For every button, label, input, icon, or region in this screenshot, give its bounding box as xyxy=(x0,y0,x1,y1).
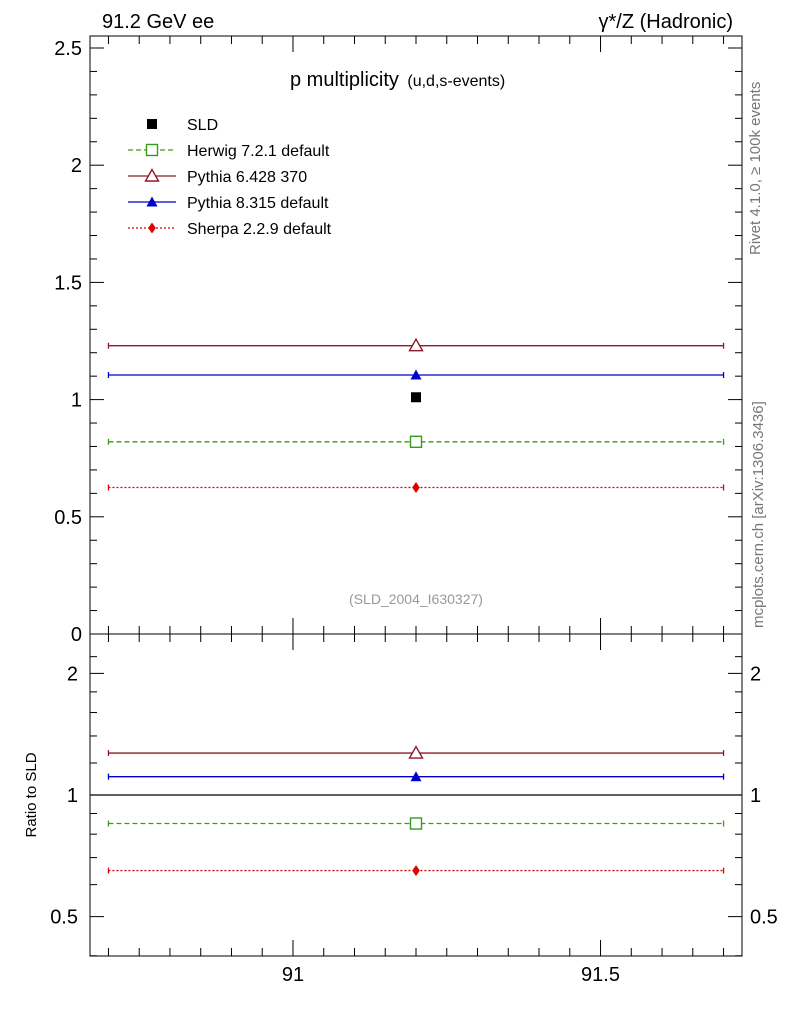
legend-marker-pythia-8-315-default xyxy=(146,196,158,207)
legend-label-sherpa-2-2-9-default: Sherpa 2.2.9 default xyxy=(187,221,332,238)
legend-label-pythia-6-428-370: Pythia 6.428 370 xyxy=(187,169,307,186)
mcplots-label: mcplots.cern.ch [arXiv:1306.3436] xyxy=(750,401,767,628)
ratio-y-tick-label-right: 2 xyxy=(750,663,761,685)
series-marker-pythia-6-428-370 xyxy=(408,337,424,352)
legend-label-herwig-7-2-1-default: Herwig 7.2.1 default xyxy=(187,143,330,160)
y-tick-label: 1 xyxy=(71,390,82,412)
ratio-y-tick-label-right: 0.5 xyxy=(750,907,778,929)
series-marker-pythia-8-315-default xyxy=(410,369,422,380)
ratio-y-tick-label: 0.5 xyxy=(50,907,78,929)
y-tick-label: 2.5 xyxy=(54,38,82,60)
series-marker-sherpa-2-2-9-default xyxy=(412,482,420,493)
ratio-y-tick-label-right: 1 xyxy=(750,785,761,807)
legend-marker-sherpa-2-2-9-default xyxy=(148,222,156,234)
ratio-y-tick-label: 2 xyxy=(67,663,78,685)
rivet-label: Rivet 4.1.0, ≥ 100k events xyxy=(747,82,764,255)
legend-marker-herwig-7-2-1-default xyxy=(145,143,159,157)
title-main: p multiplicity xyxy=(290,69,399,91)
legend-label-sld: SLD xyxy=(187,117,218,134)
y-tick-label: 0.5 xyxy=(54,507,82,529)
analysis-label: (SLD_2004_I630327) xyxy=(349,591,483,607)
ratio-marker-herwig-7-2-1-default xyxy=(409,817,423,830)
plot-title: p multiplicity (u,d,s-events) xyxy=(290,69,505,91)
ratio-y-tick-label: 1 xyxy=(67,785,78,807)
x-tick-label: 91 xyxy=(282,964,304,986)
y-tick-label: 2 xyxy=(71,155,82,177)
title-sub: (u,d,s-events) xyxy=(407,73,505,90)
x-tick-label: 91.5 xyxy=(581,964,620,986)
y-tick-label: 0 xyxy=(71,624,82,646)
legend-marker-pythia-6-428-370 xyxy=(144,168,160,182)
legend-label-pythia-8-315-default: Pythia 8.315 default xyxy=(187,195,329,212)
ratio-marker-pythia-6-428-370 xyxy=(408,745,424,759)
legend-marker-sld xyxy=(147,119,157,129)
data-point-sld xyxy=(411,392,421,403)
series-marker-herwig-7-2-1-default xyxy=(409,435,423,448)
ratio-y-label: Ratio to SLD xyxy=(23,752,40,837)
energy-label: 91.2 GeV ee xyxy=(102,11,214,33)
process-label: γ*/Z (Hadronic) xyxy=(599,11,733,33)
ratio-marker-pythia-8-315-default xyxy=(410,771,422,782)
y-tick-label: 1.5 xyxy=(54,272,82,294)
ratio-marker-sherpa-2-2-9-default xyxy=(412,865,420,877)
